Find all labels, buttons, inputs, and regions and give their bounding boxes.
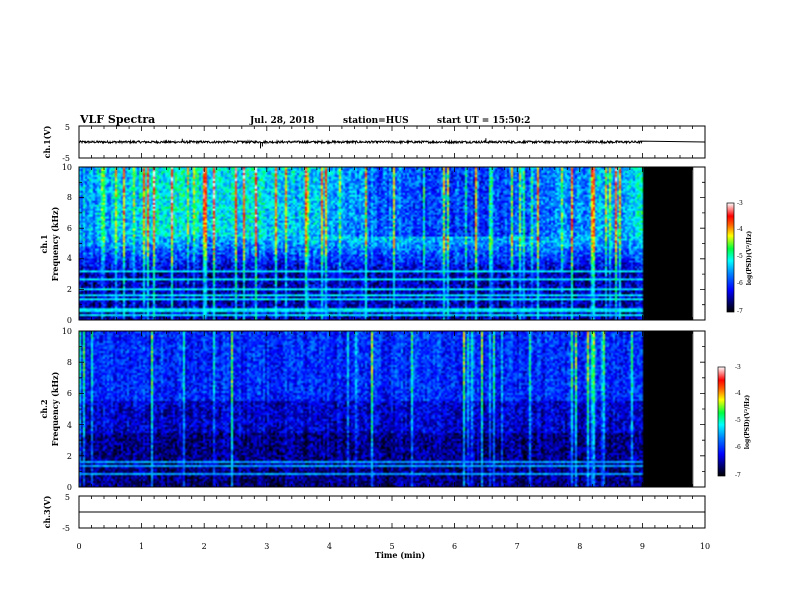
ch1-spectrogram-ylabel: ch.1 [39,234,49,253]
ch1-ytick-2: 2 [67,285,72,294]
station-label: station=HUS [343,116,409,126]
date-label: Jul. 28, 2018 [249,116,314,126]
xtick-6: 6 [452,542,457,551]
ch2-ytick-6: 6 [67,389,72,398]
ch1-cb-tick-m6: -6 [737,280,743,287]
ch2-colorbar-gradient [717,366,726,477]
ch1-cb-tick-m4: -4 [737,226,743,233]
ch1-spectrogram-yticks: 0 2 4 6 8 10 [62,163,72,325]
xtick-3: 3 [264,542,269,551]
ch1-frequency-ylabel: Frequency (kHz) [50,206,60,281]
ch2-frequency-ylabel: Frequency (kHz) [50,371,60,446]
ch1-ytick-4: 4 [67,254,72,263]
ch1-ytick-8: 8 [67,193,72,202]
xtick-8: 8 [577,542,582,551]
xtick-1: 1 [139,542,144,551]
ch1-ytick-bottom: -5 [62,154,70,163]
x-tick-labels: 0 1 2 3 4 5 6 7 8 9 10 [76,542,710,551]
ch1-ytick-0: 0 [67,316,72,325]
axis-ticks [78,126,706,528]
figure-title: VLF Spectra [79,113,155,126]
ch2-ytick-8: 8 [67,358,72,367]
ch2-cb-tick-m5: -5 [735,417,741,424]
ch1-colorbar-label: log(PSD)(V²/Hz) [746,231,753,286]
ch1-cb-tick-m5: -5 [737,253,743,260]
xtick-4: 4 [327,542,332,551]
ch1-colorbar: -3 -4 -5 -6 -7 log(PSD)(V²/Hz) [726,200,753,315]
ch2-ytick-10: 10 [62,327,72,336]
ch2-ytick-0: 0 [67,483,72,492]
ch2-cb-tick-m3: -3 [735,364,741,371]
ch1-cb-tick-m3: -3 [737,200,743,207]
ch2-spectrogram [79,331,705,487]
ch3-ytick-bottom: -5 [62,524,70,533]
ch1-waveform-ylabel: ch.1(V) [42,125,52,158]
ch1-colorbar-gradient [726,202,735,313]
ch1-ytick-6: 6 [67,224,72,233]
ch1-ytick-10: 10 [62,163,72,172]
xtick-5: 5 [389,542,394,551]
x-axis-label: Time (min) [375,550,425,560]
ch2-colorbar: -3 -4 -5 -6 -7 log(PSD)(V²/Hz) [717,364,751,479]
ch1-cb-tick-m7: -7 [737,308,743,315]
xtick-9: 9 [640,542,645,551]
ch3-waveform-ylabel: ch.3(V) [42,495,52,528]
ch2-colorbar-label: log(PSD)(V²/Hz) [744,395,751,450]
ch1-spectrogram-image [79,167,705,320]
ch2-ytick-4: 4 [67,421,72,430]
ch2-spectrogram-yticks: 0 2 4 6 8 10 [62,327,72,492]
ch1-spectrogram [79,167,705,320]
start-time-label: start UT = 15:50:2 [437,116,530,126]
xtick-0: 0 [76,542,81,551]
ch2-cb-tick-m6: -6 [735,444,741,451]
ch2-ytick-2: 2 [67,452,72,461]
xtick-2: 2 [202,542,207,551]
ch2-cb-tick-m4: -4 [735,390,741,397]
xtick-7: 7 [515,542,520,551]
ch2-spectrogram-image [79,331,705,487]
ch2-cb-tick-m7: -7 [735,472,741,479]
ch2-spectrogram-ylabel: ch.2 [39,399,49,418]
xtick-10: 10 [700,542,710,551]
ch3-ytick-top: 5 [65,493,70,502]
tick-marks [78,126,706,528]
ch1-waveform-line [78,138,706,149]
ch1-ytick-top: 5 [65,123,70,132]
